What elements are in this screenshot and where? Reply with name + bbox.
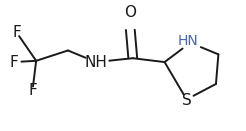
Text: F: F — [10, 55, 18, 70]
Text: F: F — [12, 25, 21, 40]
Text: O: O — [124, 5, 136, 20]
Text: NH: NH — [85, 55, 108, 70]
Text: S: S — [182, 93, 191, 108]
Text: F: F — [28, 83, 37, 98]
Text: HN: HN — [177, 34, 198, 48]
